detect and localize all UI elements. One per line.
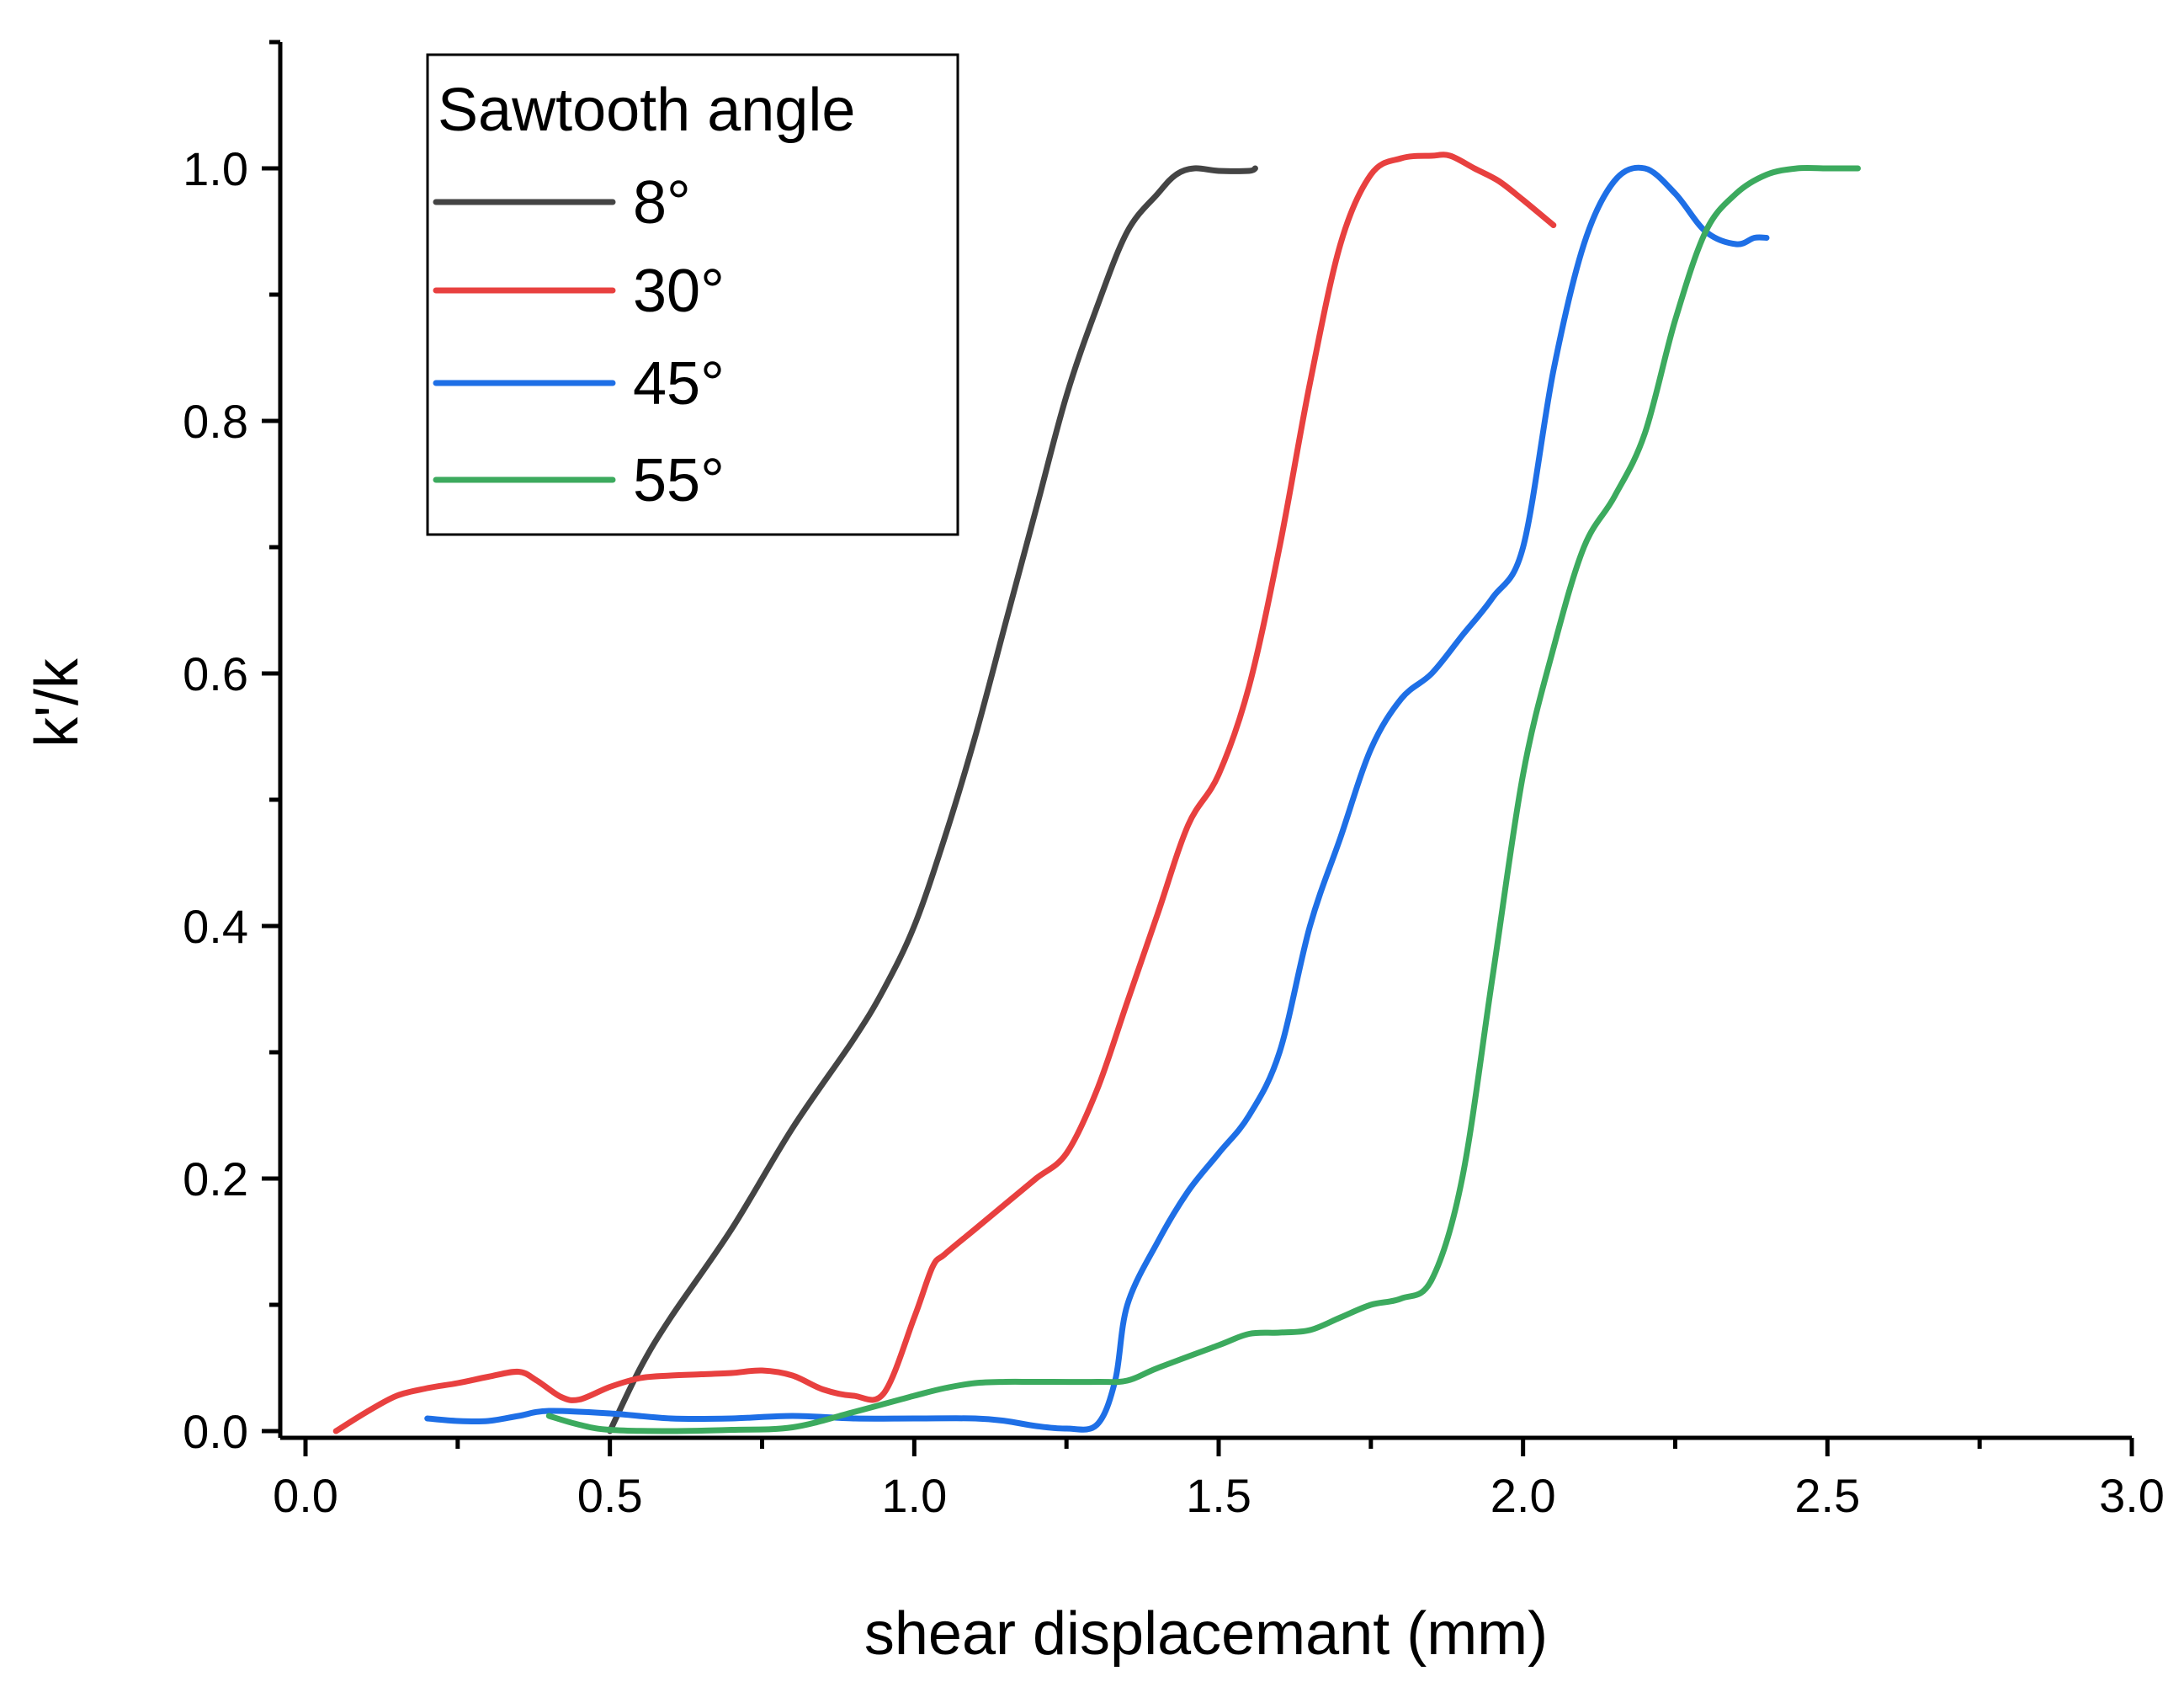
axes-layer [278,42,2132,1440]
series-line-3 [424,164,1770,1433]
x-tick-label: 0.0 [273,1469,338,1522]
legend-label-2: 30° [633,258,725,325]
series-line-1 [607,165,1258,1434]
series-line-2 [332,152,1557,1434]
legend-title: Sawtooth angle [438,77,855,144]
y-tick-label: 0.0 [183,1405,248,1458]
y-tick-label: 1.0 [183,142,248,195]
x-axis-title: shear displacemant (mm) [864,1600,1548,1668]
y-tick-label: 0.4 [183,900,248,953]
legend-box [426,53,959,536]
legend-entries: 8° 30° 45° 55° [433,169,725,514]
x-tick-label: 1.0 [881,1469,947,1522]
y-tick-label: 0.6 [183,647,248,700]
series-layer [332,152,1861,1434]
series-line-4 [545,164,1861,1434]
y-tick-label: 0.8 [183,395,248,448]
ticks-layer: 0.0 0.5 1.0 1.5 2.0 2.5 3.0 0.0 0.2 0.4 0.6 0.8 1.0 [183,40,2165,1522]
y-tick-label: 0.2 [183,1152,248,1205]
x-tick-label: 0.5 [577,1469,643,1522]
legend-label-3: 45° [633,350,725,418]
legend-label-4: 55° [633,447,725,514]
x-tick-label: 2.5 [1794,1469,1860,1522]
x-tick-label: 1.5 [1186,1469,1251,1522]
y-axis-title: k'/k [24,657,91,748]
legend-label-1: 8° [633,169,691,237]
x-tick-label: 3.0 [2099,1469,2165,1522]
x-tick-label: 2.0 [1491,1469,1556,1522]
legend: Sawtooth angle 8° 30° 45° 55° [426,53,959,536]
